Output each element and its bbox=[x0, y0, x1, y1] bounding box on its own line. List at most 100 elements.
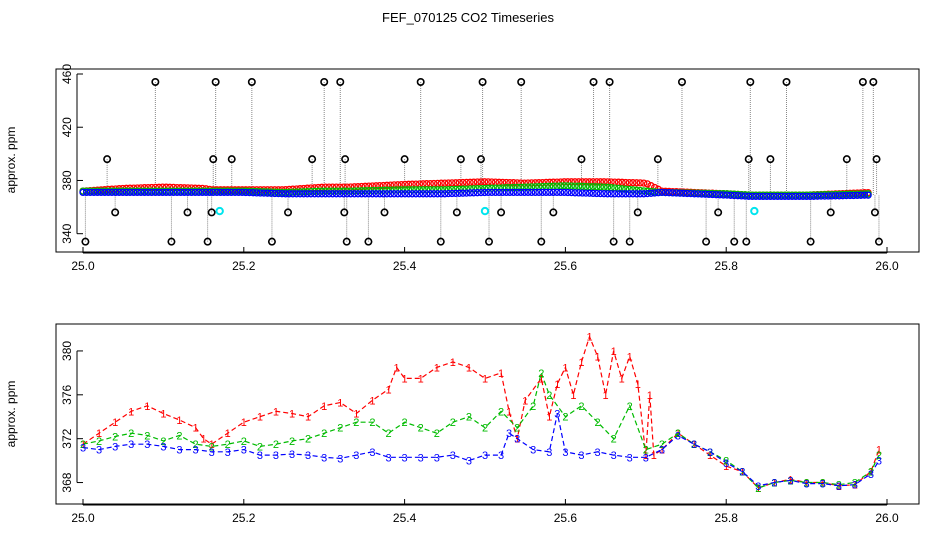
baseline-point-series-3 bbox=[792, 192, 800, 201]
spike-point bbox=[478, 77, 487, 86]
baseline-point-series-3 bbox=[90, 188, 98, 197]
baseline-point-series-3 bbox=[564, 188, 572, 197]
spike-point bbox=[874, 237, 883, 246]
baseline-point-series-3 bbox=[524, 188, 532, 197]
baseline-point-series-3 bbox=[321, 190, 330, 198]
baseline-point-series-2 bbox=[441, 186, 449, 194]
baseline-point-series-3 bbox=[253, 189, 261, 197]
baseline-point-series-1 bbox=[640, 179, 648, 187]
baseline-point-series-3 bbox=[593, 189, 601, 198]
baseline-point-series-1 bbox=[473, 178, 482, 186]
baseline-point-series-2 bbox=[477, 184, 485, 193]
baseline-point-series-1 bbox=[459, 178, 467, 187]
baseline-point-series-3 bbox=[488, 188, 496, 197]
baseline-point-series-3 bbox=[788, 192, 796, 201]
baseline-point-series-2 bbox=[415, 186, 424, 194]
baseline-point-series-3 bbox=[144, 188, 152, 197]
baseline-point-series-3 bbox=[470, 189, 478, 197]
baseline-point-series-3 bbox=[625, 190, 633, 198]
baseline-point-series-3 bbox=[86, 188, 94, 197]
baseline-point-series-3 bbox=[517, 188, 525, 197]
baseline-point-series-1 bbox=[379, 181, 387, 190]
baseline-point-series-3 bbox=[831, 192, 840, 200]
baseline-point-series-3 bbox=[209, 188, 217, 197]
baseline-point-series-1 bbox=[350, 183, 359, 191]
baseline-point-series-2 bbox=[488, 184, 496, 192]
baseline-point-series-3 bbox=[401, 190, 409, 198]
top-y-tick-label: 380 bbox=[60, 170, 74, 190]
baseline-point-series-3 bbox=[589, 189, 597, 198]
baseline-point-series-1 bbox=[538, 178, 547, 187]
spike-point bbox=[485, 237, 494, 246]
baseline-point-series-3 bbox=[752, 192, 760, 201]
baseline-point-series-2 bbox=[448, 185, 456, 194]
baseline-point-series-3 bbox=[781, 192, 789, 201]
spike-point bbox=[517, 77, 526, 86]
baseline-point-series-1 bbox=[158, 183, 167, 191]
baseline-point-series-3 bbox=[857, 191, 865, 199]
baseline-point-series-1 bbox=[643, 180, 652, 188]
baseline-point-series-2 bbox=[412, 186, 420, 194]
baseline-point-series-2 bbox=[462, 185, 471, 193]
baseline-point-series-3 bbox=[166, 188, 174, 197]
spike-point bbox=[782, 77, 791, 86]
baseline-point-series-3 bbox=[205, 188, 214, 197]
baseline-point-series-3 bbox=[347, 190, 355, 198]
baseline-point-series-1 bbox=[535, 179, 543, 187]
baseline-point-series-3 bbox=[82, 188, 91, 197]
baseline-point-series-2 bbox=[622, 185, 630, 193]
baseline-point-series-3 bbox=[260, 189, 268, 197]
baseline-point-series-1 bbox=[441, 179, 449, 187]
baseline-point-series-3 bbox=[849, 191, 858, 200]
baseline-point-series-2 bbox=[513, 183, 521, 192]
baseline-point-series-3 bbox=[423, 190, 431, 198]
baseline-point-series-3 bbox=[119, 188, 127, 197]
spike-point bbox=[203, 237, 212, 246]
baseline-point-series-3 bbox=[499, 188, 507, 197]
baseline-point-series-1 bbox=[368, 182, 377, 190]
baseline-point-series-2 bbox=[625, 185, 633, 194]
baseline-point-series-3 bbox=[108, 188, 116, 197]
baseline-point-series-3 bbox=[571, 189, 579, 197]
baseline-point-series-3 bbox=[520, 188, 529, 197]
baseline-point-series-3 bbox=[647, 189, 655, 197]
baseline-point-series-1 bbox=[578, 178, 586, 186]
baseline-point-series-1 bbox=[155, 183, 163, 191]
baseline-point-series-1 bbox=[325, 183, 333, 191]
baseline-point-series-3 bbox=[538, 188, 547, 197]
baseline-point-series-2 bbox=[502, 184, 510, 192]
baseline-point-series-1 bbox=[372, 182, 380, 190]
baseline-point-series-3 bbox=[509, 188, 518, 197]
baseline-point-series-3 bbox=[650, 189, 659, 197]
baseline-point-series-1 bbox=[629, 179, 637, 187]
baseline-point-series-1 bbox=[462, 178, 471, 187]
spike-point bbox=[869, 77, 878, 86]
baseline-point-series-3 bbox=[350, 190, 359, 198]
baseline-point-series-3 bbox=[802, 192, 811, 201]
baseline-point-series-3 bbox=[477, 188, 485, 197]
baseline-point-series-2 bbox=[437, 186, 445, 194]
baseline-point-series-1 bbox=[347, 183, 355, 191]
spike-point bbox=[872, 155, 881, 164]
baseline-point-series-3 bbox=[426, 190, 434, 198]
baseline-point-series-3 bbox=[318, 190, 326, 198]
baseline-point-series-3 bbox=[531, 188, 539, 197]
baseline-point-series-3 bbox=[466, 189, 474, 197]
spike-point bbox=[400, 155, 409, 164]
baseline-point-series-3 bbox=[281, 190, 290, 198]
baseline-point-series-3 bbox=[759, 192, 767, 201]
baseline-point-series-3 bbox=[126, 188, 134, 197]
spike-point bbox=[320, 77, 329, 86]
spike-point bbox=[766, 155, 775, 164]
baseline-point-series-1 bbox=[480, 178, 489, 186]
baseline-point-series-3 bbox=[846, 191, 854, 200]
baseline-point-series-3 bbox=[292, 190, 301, 198]
spike-point bbox=[746, 77, 755, 86]
top-x-tick-label: 25.4 bbox=[393, 259, 417, 273]
baseline-point-series-3 bbox=[234, 188, 243, 197]
baseline-point-series-1 bbox=[383, 181, 391, 189]
baseline-point-series-3 bbox=[314, 190, 322, 198]
baseline-point-series-3 bbox=[242, 188, 250, 197]
spike-point bbox=[806, 237, 815, 246]
spike-point bbox=[452, 208, 461, 217]
